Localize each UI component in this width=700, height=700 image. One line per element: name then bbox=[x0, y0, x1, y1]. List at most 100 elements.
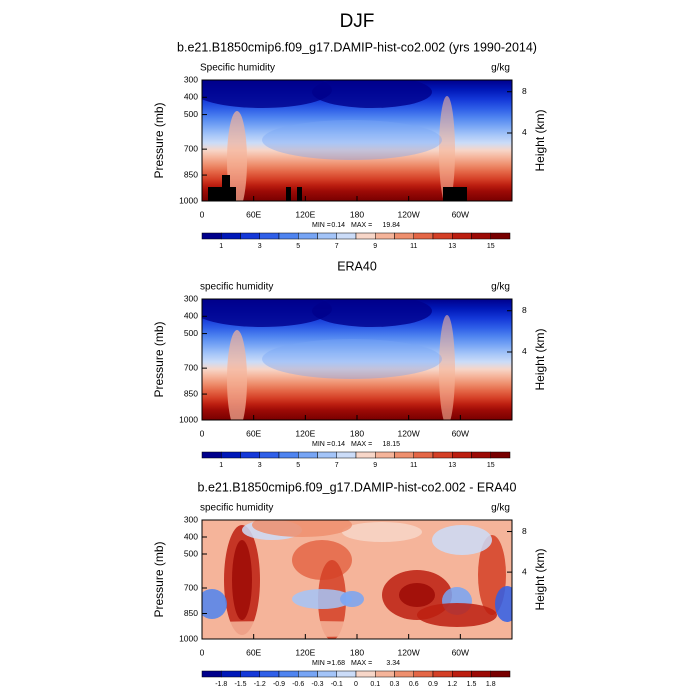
x-tick-label: 180 bbox=[350, 209, 364, 219]
colorbar-box bbox=[471, 670, 491, 678]
field-blob bbox=[439, 96, 455, 201]
colorbar-label: 1 bbox=[219, 243, 223, 250]
field-blob bbox=[227, 111, 247, 201]
y-tick-label: 1000 bbox=[179, 633, 198, 643]
colorbar-label: 1.2 bbox=[447, 681, 457, 688]
colorbar-label: 7 bbox=[335, 243, 339, 250]
field-blob bbox=[202, 621, 452, 637]
colorbar-label: -0.6 bbox=[292, 681, 304, 688]
field-blob bbox=[232, 540, 252, 620]
field-blob bbox=[417, 603, 497, 627]
colorbar-label: 0.3 bbox=[390, 681, 400, 688]
terrain bbox=[443, 187, 467, 201]
contour-field bbox=[202, 80, 512, 201]
field-blob bbox=[202, 589, 227, 619]
colorbar-box bbox=[259, 232, 280, 240]
colorbar-box bbox=[221, 232, 241, 240]
y-tick-label: 500 bbox=[184, 328, 198, 338]
max-label: MAX = bbox=[351, 441, 372, 448]
y-tick-label: 700 bbox=[184, 362, 198, 372]
colorbar-label: 5 bbox=[296, 462, 300, 469]
colorbar-box bbox=[336, 232, 357, 240]
colorbar-label: 15 bbox=[487, 462, 495, 469]
colorbar-box bbox=[221, 670, 241, 678]
colorbar-box bbox=[278, 451, 299, 459]
min-label: MIN = bbox=[312, 222, 331, 229]
colorbar-box bbox=[355, 670, 376, 678]
y-tick-label: 500 bbox=[184, 548, 198, 558]
y-tick-label: 850 bbox=[184, 388, 198, 398]
colorbar-box bbox=[298, 232, 318, 240]
colorbar-label: -1.2 bbox=[254, 681, 266, 688]
y-tick-label: 400 bbox=[184, 531, 198, 541]
colorbar-box bbox=[413, 451, 434, 459]
contour-field bbox=[202, 299, 512, 420]
y-axis-title: Pressure (mb) bbox=[152, 541, 166, 617]
colorbar-box bbox=[413, 670, 434, 678]
max-value: 19.84 bbox=[382, 222, 400, 229]
colorbar-label: -0.1 bbox=[331, 681, 343, 688]
colorbar-label: -0.3 bbox=[311, 681, 323, 688]
min-value: 0.14 bbox=[331, 441, 345, 448]
field-blob bbox=[292, 589, 352, 609]
colorbar-box bbox=[240, 451, 260, 459]
colorbar-box bbox=[259, 451, 280, 459]
colorbar-box bbox=[278, 232, 299, 240]
y-axis-title: Pressure (mb) bbox=[152, 321, 166, 397]
x-tick-label: 180 bbox=[350, 428, 364, 438]
colorbar-label: 3 bbox=[258, 243, 262, 250]
terrain bbox=[208, 187, 236, 201]
field-blob bbox=[252, 520, 352, 537]
colorbar-box bbox=[375, 670, 395, 678]
field-blob bbox=[439, 315, 455, 420]
y2-tick-label: 4 bbox=[522, 346, 527, 356]
right-label: g/kg bbox=[491, 282, 510, 293]
y-tick-label: 1000 bbox=[179, 195, 198, 205]
field-blob bbox=[262, 120, 442, 160]
field-blob bbox=[202, 299, 332, 327]
colorbar-box bbox=[201, 670, 222, 678]
contour-field bbox=[202, 520, 512, 639]
x-tick-label: 0 bbox=[200, 428, 205, 438]
y-tick-label: 300 bbox=[184, 514, 198, 524]
x-tick-label: 0 bbox=[200, 647, 205, 657]
colorbar-label: 11 bbox=[410, 462, 417, 469]
y-tick-label: 300 bbox=[184, 293, 198, 303]
x-tick-label: 120E bbox=[295, 428, 315, 438]
y-tick-label: 850 bbox=[184, 608, 198, 618]
panel-title: b.e21.B1850cmip6.f09_g17.DAMIP-hist-co2.… bbox=[198, 480, 517, 494]
colorbar-label: 0.6 bbox=[409, 681, 419, 688]
x-tick-label: 120W bbox=[398, 209, 420, 219]
colorbar-box bbox=[375, 451, 395, 459]
colorbar-label: 9 bbox=[373, 462, 377, 469]
colorbar-label: 11 bbox=[410, 243, 417, 250]
x-tick-label: 120W bbox=[398, 647, 420, 657]
colorbar-label: 1 bbox=[219, 462, 223, 469]
colorbar-box bbox=[432, 670, 453, 678]
colorbar-box bbox=[355, 232, 376, 240]
colorbar-box bbox=[394, 451, 414, 459]
panel-title: ERA40 bbox=[337, 259, 377, 273]
colorbar-box bbox=[471, 232, 491, 240]
colorbar-box bbox=[336, 451, 357, 459]
y2-axis-title: Height (km) bbox=[533, 109, 547, 171]
colorbar-label: 1.5 bbox=[467, 681, 477, 688]
figure-title: DJF bbox=[340, 11, 375, 32]
colorbar-box bbox=[490, 670, 511, 678]
colorbar-label: -0.9 bbox=[273, 681, 285, 688]
colorbar-label: 1.8 bbox=[486, 681, 496, 688]
x-tick-label: 60E bbox=[246, 428, 261, 438]
field-blob bbox=[262, 339, 442, 379]
colorbar-label: 13 bbox=[448, 462, 456, 469]
left-label: specific humidity bbox=[200, 503, 273, 514]
y2-tick-label: 8 bbox=[522, 526, 527, 536]
colorbar-box bbox=[490, 451, 511, 459]
min-value: 0.14 bbox=[331, 222, 345, 229]
colorbar-box bbox=[452, 232, 472, 240]
terrain bbox=[222, 175, 230, 187]
x-tick-label: 60W bbox=[452, 647, 469, 657]
colorbar-label: 0.9 bbox=[428, 681, 438, 688]
field-blob bbox=[340, 591, 364, 607]
terrain bbox=[297, 187, 302, 201]
colorbar-box bbox=[259, 670, 280, 678]
